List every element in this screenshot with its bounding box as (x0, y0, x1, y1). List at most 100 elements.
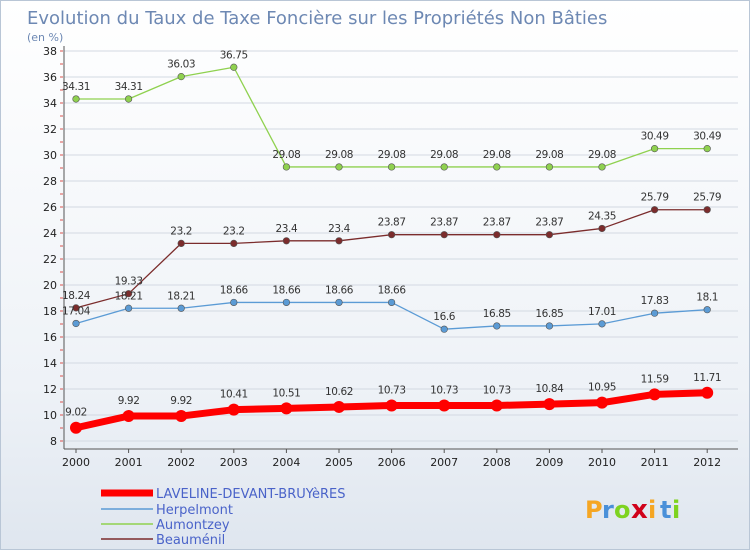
data-label: 29.08 (430, 149, 458, 161)
data-label: 29.08 (535, 149, 563, 161)
data-point (596, 396, 608, 409)
data-point (124, 290, 133, 298)
y-tick-label: 14 (43, 357, 57, 370)
x-tick-label: 2007 (430, 456, 458, 469)
data-point (282, 298, 291, 307)
y-tick-label: 20 (43, 279, 57, 292)
y-tick-label: 26 (43, 201, 57, 214)
data-point (177, 73, 185, 81)
data-label: 16.6 (433, 311, 455, 323)
series-0: 9.02 9.92 9.92 10.41 10.51 10.62 10.73 10.73 10.… (65, 372, 722, 434)
data-label: 25.79 (693, 192, 721, 204)
data-label: 18.21 (115, 290, 143, 302)
data-point (230, 239, 238, 247)
data-label: 29.08 (588, 149, 616, 161)
y-tick-label: 8 (50, 435, 57, 448)
data-label: 10.73 (483, 385, 511, 397)
logo-letter: P (585, 496, 603, 524)
logo-letter: i (672, 496, 680, 524)
x-tick-label: 2012 (693, 456, 721, 469)
data-label: 30.49 (693, 131, 721, 143)
data-point (545, 231, 554, 239)
data-label: 23.4 (328, 223, 350, 235)
data-label: 25.79 (641, 192, 669, 204)
data-point (648, 388, 661, 401)
data-point (72, 304, 80, 312)
logo-letter: r (602, 496, 614, 524)
x-tick-label: 2004 (272, 456, 300, 469)
data-point (440, 325, 448, 333)
x-tick-label: 2005 (325, 456, 353, 469)
y-tick-label: 18 (43, 305, 57, 318)
data-label: 29.08 (483, 149, 511, 161)
logo-letter: x (631, 495, 648, 525)
data-point (388, 298, 396, 307)
data-label: 30.49 (641, 131, 669, 143)
data-label: 18.66 (325, 284, 354, 296)
data-point (70, 421, 82, 434)
data-label: 9.02 (65, 407, 87, 419)
axes: 8 10 12 14 16 18 20 22 24 26 28 30 32 34 36 38 2000 2001 2… (43, 45, 738, 469)
data-point (175, 410, 188, 423)
series-3: 18.24 19.33 23.2 23.2 23.4 23.4 23.87 23.87 23.8… (62, 192, 722, 312)
data-point (335, 298, 343, 307)
data-label: 34.31 (62, 81, 90, 93)
data-label: 18.66 (220, 284, 249, 296)
data-point (703, 145, 711, 153)
y-tick-label: 16 (43, 331, 57, 344)
x-tick-label: 2008 (483, 456, 511, 469)
data-label: 11.71 (693, 372, 721, 384)
data-label: 34.31 (115, 81, 143, 93)
data-label: 9.92 (170, 395, 192, 407)
y-tick-label: 28 (43, 175, 57, 188)
data-point (650, 145, 659, 153)
data-label: 10.62 (325, 386, 353, 398)
data-label: 23.87 (430, 217, 458, 229)
data-point (227, 403, 240, 416)
x-tick-label: 2010 (588, 456, 616, 469)
data-point (440, 163, 448, 171)
y-tick-label: 24 (43, 227, 57, 240)
data-label: 17.83 (641, 295, 669, 307)
data-label: 23.2 (223, 225, 245, 237)
data-point (335, 163, 343, 171)
y-tick-label: 38 (43, 45, 57, 58)
data-label: 11.59 (641, 373, 669, 385)
data-point (333, 400, 345, 413)
data-point (124, 95, 133, 103)
data-label: 23.4 (276, 223, 298, 235)
data-point (440, 231, 448, 239)
data-label: 18.66 (272, 284, 301, 296)
y-tick-label: 22 (43, 253, 57, 266)
data-point (385, 399, 398, 412)
chart-title: Evolution du Taux de Taxe Foncière sur l… (27, 8, 607, 29)
logo-letter: i (648, 496, 656, 524)
data-label: 36.75 (220, 49, 248, 61)
data-label: 10.84 (535, 383, 564, 395)
x-tick-label: 2006 (378, 456, 406, 469)
data-point (490, 399, 503, 412)
data-point (598, 163, 606, 171)
data-label: 23.87 (483, 217, 511, 229)
data-point (438, 399, 451, 412)
data-point (598, 224, 606, 233)
data-point (703, 306, 711, 314)
data-label: 24.35 (588, 210, 616, 222)
data-label: 18.24 (62, 290, 91, 302)
x-tick-label: 2001 (115, 456, 143, 469)
data-point (335, 237, 343, 245)
data-label: 10.41 (220, 389, 248, 401)
data-point (650, 309, 659, 317)
x-tick-label: 2011 (641, 456, 669, 469)
legend-label: Beauménil (156, 533, 225, 548)
data-point (493, 163, 501, 171)
data-label: 10.95 (588, 382, 616, 394)
data-label: 19.33 (115, 276, 143, 288)
chart-subtitle: (en %) (27, 31, 63, 44)
data-label: 16.85 (535, 308, 563, 320)
y-tick-label: 34 (43, 97, 57, 110)
data-label: 9.92 (118, 395, 140, 407)
